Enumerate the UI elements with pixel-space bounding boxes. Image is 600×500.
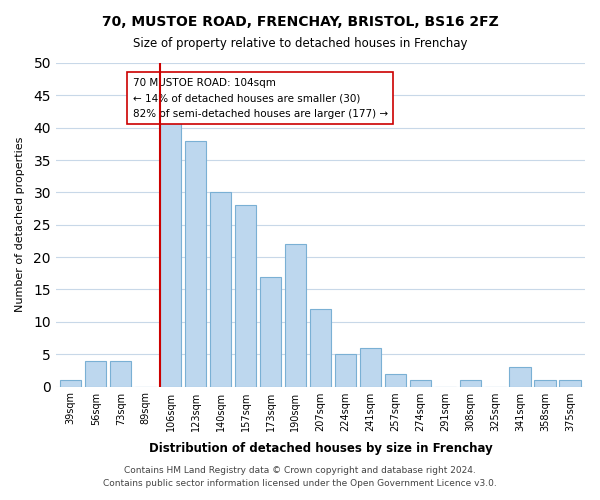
Bar xyxy=(410,380,431,386)
Text: Contains HM Land Registry data © Crown copyright and database right 2024.
Contai: Contains HM Land Registry data © Crown c… xyxy=(103,466,497,487)
Bar xyxy=(460,380,481,386)
Bar xyxy=(210,192,231,386)
Bar xyxy=(509,367,531,386)
Bar xyxy=(85,360,106,386)
Text: 70 MUSTOE ROAD: 104sqm
← 14% of detached houses are smaller (30)
82% of semi-det: 70 MUSTOE ROAD: 104sqm ← 14% of detached… xyxy=(133,78,388,119)
Text: 70, MUSTOE ROAD, FRENCHAY, BRISTOL, BS16 2FZ: 70, MUSTOE ROAD, FRENCHAY, BRISTOL, BS16… xyxy=(101,15,499,29)
X-axis label: Distribution of detached houses by size in Frenchay: Distribution of detached houses by size … xyxy=(149,442,492,455)
Bar xyxy=(160,121,181,386)
Bar xyxy=(185,140,206,386)
Text: Size of property relative to detached houses in Frenchay: Size of property relative to detached ho… xyxy=(133,38,467,51)
Bar xyxy=(310,309,331,386)
Bar xyxy=(110,360,131,386)
Bar xyxy=(335,354,356,386)
Bar xyxy=(260,276,281,386)
Bar xyxy=(535,380,556,386)
Bar xyxy=(559,380,581,386)
Bar xyxy=(60,380,82,386)
Y-axis label: Number of detached properties: Number of detached properties xyxy=(15,137,25,312)
Bar xyxy=(360,348,381,387)
Bar xyxy=(385,374,406,386)
Bar xyxy=(285,244,306,386)
Bar xyxy=(235,206,256,386)
